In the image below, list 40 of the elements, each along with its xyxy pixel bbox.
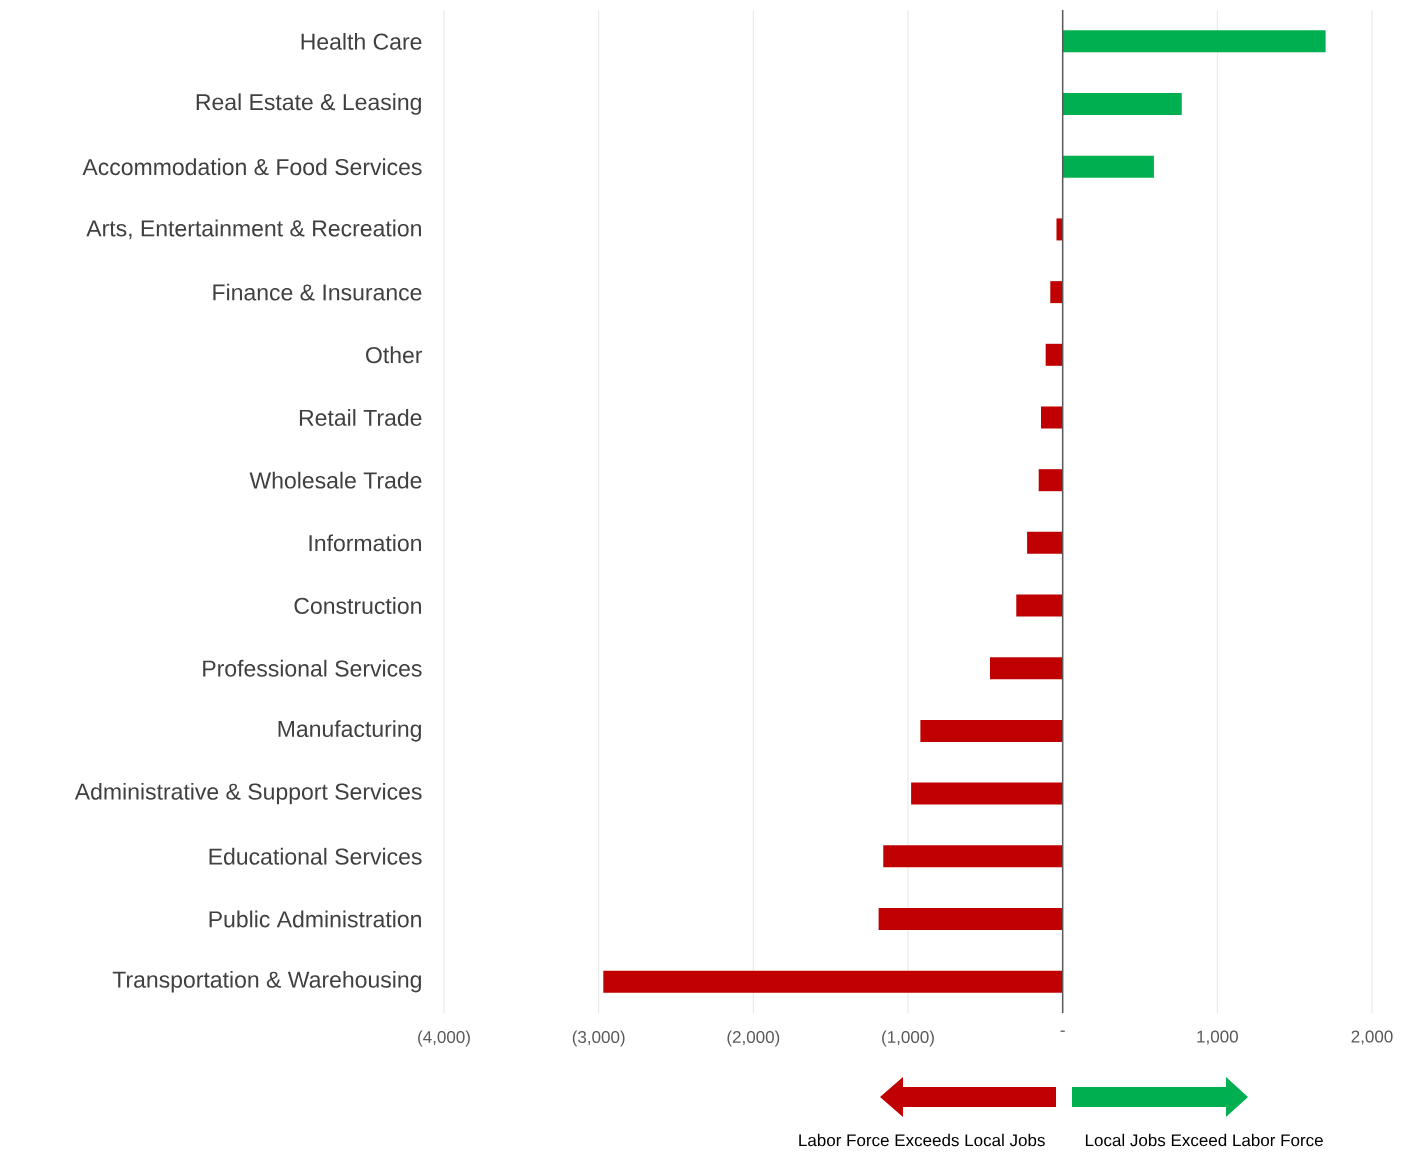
text: Local Jobs Exceed Labor Force — [1085, 1133, 1323, 1147]
bar — [989, 657, 1063, 680]
y-tick-label: Construction — [294, 597, 421, 614]
y-tick-label: Professional Services — [203, 659, 422, 677]
y-tick-label: Administrative & Support Services — [74, 782, 422, 805]
y-tick-label: Health Care — [301, 32, 422, 50]
bar — [1041, 406, 1063, 429]
x-tick-label: (1,000) — [882, 1030, 934, 1047]
bar — [1062, 93, 1182, 116]
y-tick-label: Other — [366, 346, 423, 364]
x-tick-label: (3,000) — [572, 1030, 625, 1047]
x-tick-label: - — [1060, 1030, 1065, 1032]
text: Labor Force Exceeds Local Jobs — [799, 1133, 1045, 1147]
bar — [1045, 343, 1063, 366]
bar — [1062, 155, 1154, 178]
bar — [920, 719, 1063, 742]
y-tick-label: Wholesale Trade — [249, 471, 422, 489]
y-tick-label: Public Administration — [209, 910, 421, 928]
bar — [1062, 30, 1326, 53]
y-tick-label: Arts, Entertainment & Recreation — [86, 219, 421, 240]
bar — [883, 845, 1063, 868]
x-tick-label: (2,000) — [727, 1030, 780, 1047]
x-tick-label: 1,000 — [1197, 1030, 1238, 1045]
y-tick-label: Accommodation & Food Services — [82, 158, 422, 176]
bar — [878, 907, 1063, 930]
y-tick-label: Retail Trade — [299, 409, 422, 426]
y-tick-label: Manufacturing — [278, 720, 421, 742]
bar — [1027, 531, 1063, 554]
x-tick-label: 2,000 — [1351, 1030, 1393, 1045]
x-tick-label: (4,000) — [418, 1030, 470, 1047]
bar — [911, 782, 1063, 805]
y-tick-label: Information — [309, 534, 421, 552]
y-tick-label: Finance & Insurance — [213, 283, 422, 301]
bar — [1016, 594, 1063, 617]
y-tick-label: Real Estate & Leasing — [196, 93, 421, 115]
y-tick-label: Educational Services — [209, 847, 422, 865]
bar — [1050, 281, 1063, 304]
bar — [1038, 469, 1063, 492]
y-tick-label: Transportation & Warehousing — [112, 970, 421, 993]
bar — [603, 970, 1063, 993]
